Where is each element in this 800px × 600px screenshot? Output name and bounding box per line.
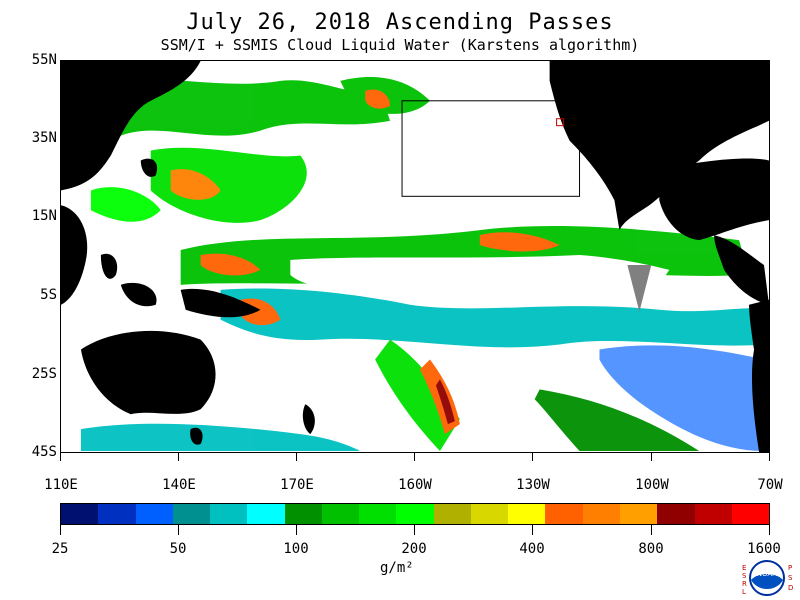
colorbar-segment [135,504,173,524]
svg-text:R: R [742,580,747,588]
colorbar-segment [359,504,397,524]
land-masses [61,61,769,452]
svg-text:S: S [788,574,793,582]
svg-text:L: L [742,588,746,596]
colorbar-segment [470,504,509,524]
noaa-logo: NOAA E S R L P S D [742,560,793,596]
lat-label-45s: 45S [31,444,57,460]
colorbar-segment [321,504,360,524]
lat-label-35n: 35N [31,130,57,146]
nodata-region [290,255,670,291]
retrieval-field [80,76,765,452]
lat-label-25s: 25S [31,366,57,382]
colorbar-segment [619,504,658,524]
svg-text:NOAA: NOAA [757,570,778,578]
triangle-marker [627,264,652,312]
colorbar-segment [731,504,770,524]
lon-label-170e: 170E [280,477,314,493]
colorbar-segment [247,504,285,524]
colorbar [60,503,770,525]
colorbar-tick-label: 200 [401,541,427,557]
region-box [401,100,581,197]
colorbar-tick-label: 1600 [747,541,781,557]
map-title: July 26, 2018 Ascending Passes [186,10,614,35]
colorbar-tick-label: 50 [169,541,187,557]
lat-label-15n: 15N [31,208,57,224]
svg-text:P: P [788,564,792,572]
colorbar-unit: g/m² [380,560,414,576]
svg-text:D: D [788,584,793,592]
map-subtitle: SSM/I + SSMIS Cloud Liquid Water (Karste… [160,36,640,54]
colorbar-segment [433,504,471,524]
colorbar-tick-label: 800 [638,541,664,557]
colorbar-segment [657,504,695,524]
colorbar-tick-label: 25 [51,541,69,557]
svg-text:E: E [742,564,746,572]
cloud-liquid-water-map [60,60,770,453]
svg-text:S: S [742,572,747,580]
colorbar-segment [582,504,620,524]
colorbar-segment [396,504,434,524]
lat-label-5s: 5S [40,287,57,303]
colorbar-tick-label: 400 [519,541,545,557]
colorbar-segment [210,504,248,524]
colorbar-segment [508,504,546,524]
lon-label-140e: 140E [162,477,196,493]
lon-label-130w: 130W [516,477,550,493]
colorbar-segment [284,504,322,524]
lon-label-110e: 110E [44,477,78,493]
colorbar-segment [694,504,732,524]
colorbar-tick-label: 100 [283,541,309,557]
colorbar-segment [172,504,211,524]
station-marker [556,118,565,127]
lon-label-70w: 70W [757,477,783,493]
colorbar-segment [545,504,583,524]
lat-label-55n: 55N [31,52,57,68]
colorbar-segment [98,504,136,524]
lon-label-100w: 100W [635,477,669,493]
lon-label-160w: 160W [398,477,432,493]
colorbar-segment [61,504,99,524]
